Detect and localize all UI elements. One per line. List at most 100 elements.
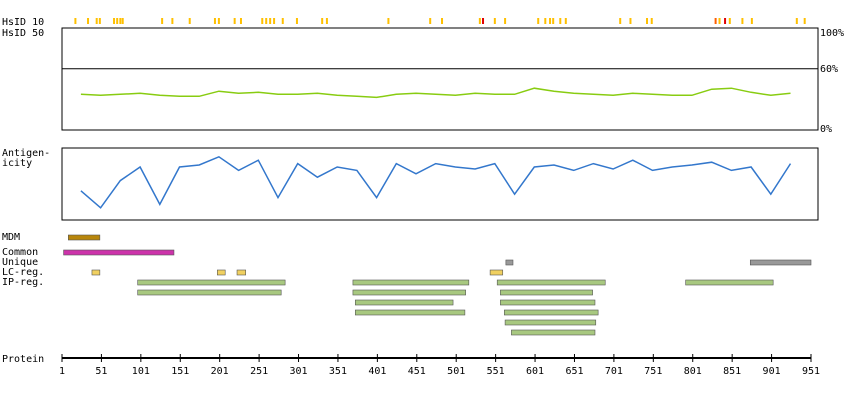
feature-bar bbox=[352, 289, 466, 296]
hsid-mark bbox=[482, 18, 485, 24]
hsid-mark bbox=[273, 18, 276, 24]
x-tick-label: 101 bbox=[132, 366, 150, 377]
hsid-mark bbox=[741, 18, 744, 24]
feature-bar bbox=[505, 259, 514, 266]
hsid-mark bbox=[261, 18, 264, 24]
hsid-mark bbox=[724, 18, 727, 24]
x-tick-label: 251 bbox=[250, 366, 268, 377]
feature-bar bbox=[489, 269, 504, 276]
x-tick-label: 51 bbox=[95, 366, 107, 377]
hsid-mark bbox=[478, 18, 481, 24]
hsid-mark bbox=[281, 18, 284, 24]
hsid-mark bbox=[121, 18, 124, 24]
hsid-mark bbox=[87, 18, 90, 24]
y-tick-label: 0% bbox=[820, 124, 832, 135]
track-label: LC-reg. bbox=[2, 267, 44, 278]
hsid-mark bbox=[321, 18, 324, 24]
similarity-panel bbox=[61, 27, 819, 131]
x-tick-label: 851 bbox=[723, 366, 741, 377]
feature-bar bbox=[68, 234, 101, 241]
feature-bar bbox=[685, 279, 774, 286]
x-tick-label: 701 bbox=[605, 366, 623, 377]
x-tick-label: 601 bbox=[526, 366, 544, 377]
track-label: Unique bbox=[2, 257, 38, 268]
hsid-mark bbox=[217, 18, 220, 24]
x-tick-label: 951 bbox=[802, 366, 820, 377]
y-tick-label: 100% bbox=[820, 28, 844, 39]
feature-bar bbox=[500, 289, 593, 296]
feature-bar bbox=[137, 289, 282, 296]
hsid-mark bbox=[629, 18, 632, 24]
hsid-mark bbox=[295, 18, 298, 24]
hsid-mark bbox=[188, 18, 191, 24]
hsid-mark bbox=[325, 18, 328, 24]
x-tick-label: 401 bbox=[368, 366, 386, 377]
hsid-mark bbox=[119, 18, 122, 24]
hsid-mark bbox=[564, 18, 567, 24]
hsid-mark bbox=[646, 18, 649, 24]
feature-bar bbox=[511, 329, 596, 336]
antigenicity-label: Antigen- bbox=[2, 148, 50, 159]
hsid-mark bbox=[171, 18, 174, 24]
feature-bar bbox=[496, 279, 606, 286]
hsid-mark bbox=[74, 18, 77, 24]
feature-bar bbox=[217, 269, 226, 276]
x-tick-label: 201 bbox=[211, 366, 229, 377]
hsid-mark bbox=[161, 18, 164, 24]
hsid-mark bbox=[269, 18, 272, 24]
hsid-mark bbox=[504, 18, 507, 24]
hsid-mark bbox=[714, 18, 717, 24]
x-tick-label: 501 bbox=[447, 366, 465, 377]
antigenicity-label: icity bbox=[2, 158, 32, 169]
x-tick-label: 651 bbox=[565, 366, 583, 377]
feature-bar bbox=[352, 279, 470, 286]
x-tick-label: 1 bbox=[59, 366, 65, 377]
hsid-mark bbox=[387, 18, 390, 24]
hsid-mark bbox=[718, 18, 721, 24]
hsid-mark bbox=[537, 18, 540, 24]
x-tick-label: 551 bbox=[487, 366, 505, 377]
feature-bar bbox=[63, 249, 175, 256]
antigenicity-line bbox=[80, 155, 792, 209]
antigenicity-panel bbox=[61, 147, 819, 221]
feature-bar bbox=[354, 309, 466, 316]
hsid-mark bbox=[429, 18, 432, 24]
feature-bar bbox=[749, 259, 812, 266]
y-tick-label: 60% bbox=[820, 64, 838, 75]
hsid-mark bbox=[113, 18, 116, 24]
hsid-mark bbox=[493, 18, 496, 24]
feature-bar bbox=[137, 279, 286, 286]
track-label: IP-reg. bbox=[2, 277, 44, 288]
x-tick-label: 801 bbox=[684, 366, 702, 377]
hsid-mark bbox=[559, 18, 562, 24]
hsid50-label: HsID 50 bbox=[2, 28, 44, 39]
hsid-mark bbox=[265, 18, 268, 24]
hsid-mark bbox=[552, 18, 555, 24]
x-axis-label: Protein bbox=[2, 354, 44, 365]
hsid-mark bbox=[650, 18, 653, 24]
hsid-mark bbox=[233, 18, 236, 24]
hsid-mark bbox=[795, 18, 798, 24]
x-tick-label: 351 bbox=[329, 366, 347, 377]
x-tick-label: 301 bbox=[289, 366, 307, 377]
hsid-mark bbox=[116, 18, 119, 24]
feature-bar bbox=[504, 319, 597, 326]
hsid-mark bbox=[619, 18, 622, 24]
hsid-mark bbox=[95, 18, 98, 24]
similarity-line bbox=[80, 87, 791, 99]
track-label: Common bbox=[2, 247, 38, 258]
x-tick-label: 151 bbox=[171, 366, 189, 377]
hsid-mark bbox=[728, 18, 731, 24]
hsid-mark bbox=[98, 18, 101, 24]
feature-bar bbox=[236, 269, 247, 276]
x-tick-label: 451 bbox=[408, 366, 426, 377]
hsid-mark bbox=[803, 18, 806, 24]
hsid-mark bbox=[750, 18, 753, 24]
x-tick-label: 751 bbox=[644, 366, 662, 377]
hsid-mark bbox=[549, 18, 552, 24]
feature-bar bbox=[504, 309, 599, 316]
hsid-mark bbox=[239, 18, 242, 24]
feature-bar bbox=[91, 269, 101, 276]
feature-bar bbox=[354, 299, 454, 306]
